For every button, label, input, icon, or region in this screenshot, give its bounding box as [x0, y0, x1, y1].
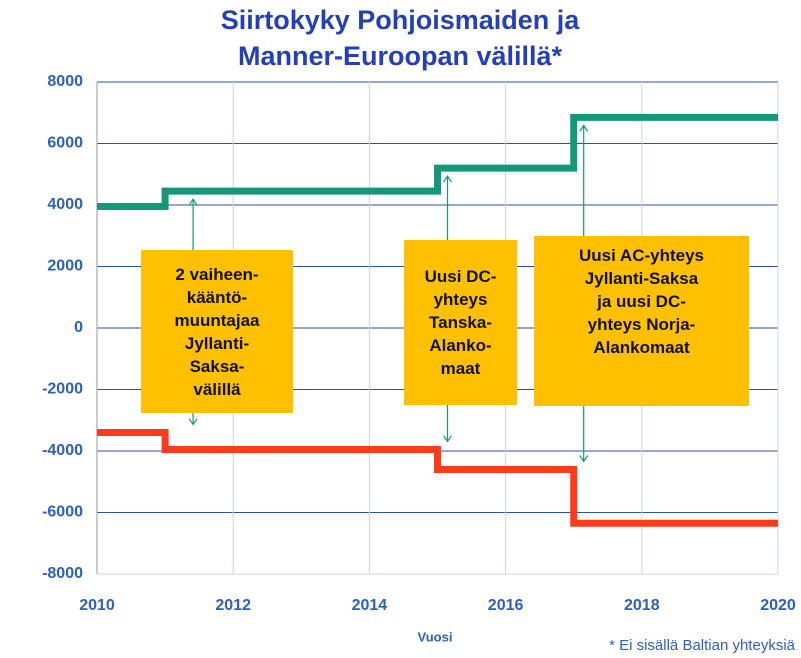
- y-tick-label: 0: [74, 319, 83, 336]
- annotation-line: yhteys: [433, 290, 488, 309]
- y-tick-label: -4000: [42, 442, 83, 459]
- step-line: [97, 113, 778, 211]
- annotation-line: ja uusi DC-: [597, 292, 686, 311]
- annotation-line: Jyllanti-: [184, 333, 250, 353]
- annotation-line: välillä: [193, 379, 241, 399]
- annotation-line: Uusi AC-yhteys: [578, 246, 704, 265]
- annotation-line: kääntö-: [186, 287, 248, 307]
- step-line: [97, 429, 778, 527]
- annotation-line: muuntajaa: [174, 310, 260, 330]
- footnote: * Ei sisällä Baltian yhteyksiä: [609, 637, 796, 654]
- chart-title: Manner-Euroopan välillä*: [238, 41, 563, 71]
- annotation-line: Tanska-: [429, 313, 492, 332]
- x-tick-label: 2018: [624, 597, 660, 614]
- annotation: Uusi DC-yhteys Tanska- Alanko-maat: [404, 240, 517, 405]
- x-tick-label: 2016: [488, 597, 524, 614]
- y-tick-label: 8000: [47, 73, 83, 90]
- y-tick-label: 6000: [47, 135, 83, 152]
- x-tick-label: 2010: [79, 597, 115, 614]
- y-tick-label: -6000: [42, 504, 83, 521]
- y-tick-label: 2000: [47, 258, 83, 275]
- annotation: 2 vaiheen-kääntö-muuntajaa Jyllanti- Saksa…: [141, 250, 293, 413]
- x-tick-label: 2012: [215, 597, 251, 614]
- y-tick-label: -2000: [42, 381, 83, 398]
- annotation-line: 2 vaiheen-: [175, 264, 259, 284]
- annotation-line: Uusi DC-: [424, 267, 497, 286]
- x-tick-label: 2020: [760, 597, 796, 614]
- annotation-line: Saksa-: [189, 356, 245, 376]
- annotation-line: Jyllanti-Saksa: [584, 269, 699, 288]
- annotation-line: maat: [440, 359, 481, 378]
- annotation: Uusi AC-yhteys Jyllanti-Saksa ja uusi DC-y…: [534, 236, 749, 406]
- annotation-line: yhteys Norja-: [587, 315, 696, 334]
- annotation-line: Alanko-: [429, 336, 492, 355]
- chart-title: Siirtokyky Pohjoismaiden ja: [221, 5, 581, 35]
- x-axis-label: Vuosi: [418, 629, 453, 644]
- y-tick-label: -8000: [42, 565, 83, 582]
- y-tick-label: 4000: [47, 196, 83, 213]
- x-tick-label: 2014: [352, 597, 388, 614]
- annotation-line: Alankomaat: [593, 338, 690, 357]
